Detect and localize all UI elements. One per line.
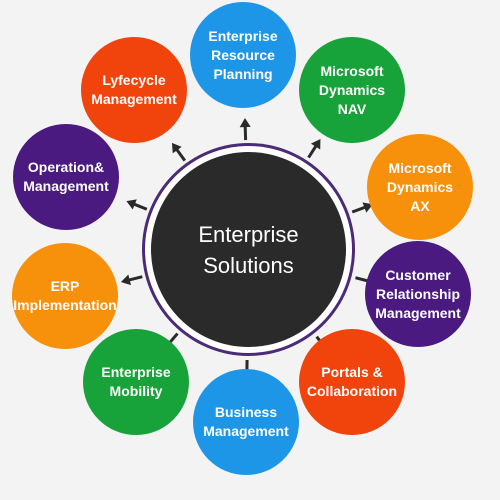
- center-hub: Enterprise Solutions: [151, 152, 346, 347]
- center-title-line-2: Solutions: [203, 252, 294, 278]
- node-label-line: Portals &: [321, 364, 383, 380]
- node-dynamics-ax: Microsoft Dynamics AX: [367, 134, 473, 240]
- node-label-line: Relationship: [375, 285, 460, 302]
- node-label-line: Lyfecycle: [102, 72, 166, 88]
- node-label-line: Microsoft: [320, 62, 384, 79]
- node-label-line: Microsoft: [388, 159, 452, 176]
- node-label-line: Resource: [211, 46, 275, 63]
- node-erp-implementation: ERP Implementation: [12, 243, 118, 349]
- node-label-line: Management: [91, 91, 177, 107]
- node-label-line: Implementation: [13, 297, 117, 313]
- node-operation-management: Operation& Management: [13, 124, 119, 230]
- arrow-dynamics-nav: [307, 139, 321, 159]
- node-dynamics-nav: Microsoft Dynamics NAV: [299, 37, 405, 143]
- node-label-line: Dynamics: [318, 81, 386, 98]
- arrow-erp-implementation: [120, 274, 143, 286]
- node-label-line: Dynamics: [386, 178, 454, 195]
- node-label-line: Management: [375, 304, 461, 321]
- center-title-line-1: Enterprise: [198, 221, 299, 247]
- node-crm: Customer Relationship Management: [365, 241, 471, 347]
- arrow-operation-management: [126, 199, 148, 211]
- node-label-line: Customer: [385, 266, 451, 283]
- node-label-line: Operation&: [27, 159, 105, 175]
- center-circle: Enterprise Solutions: [145, 146, 352, 353]
- node-label-line: NAV: [337, 100, 367, 117]
- node-label-line: AX: [410, 197, 430, 214]
- arrow-erp-planning: [239, 118, 251, 141]
- node-portals-collaboration: Portals & Collaboration: [299, 329, 405, 435]
- node-lifecycle-management: Lyfecycle Management: [81, 37, 187, 143]
- node-label-line: Planning: [213, 65, 273, 82]
- node-erp-planning: Enterprise Resource Planning: [190, 2, 296, 108]
- node-label-line: Enterprise: [208, 27, 278, 44]
- node-enterprise-mobility: Enterprise Mobility: [83, 329, 189, 435]
- node-label-line: ERP: [50, 278, 80, 294]
- node-label-line: Management: [203, 423, 289, 439]
- node-label-line: Mobility: [109, 383, 163, 399]
- arrow-lifecycle-management: [171, 142, 187, 162]
- node-label-line: Business: [214, 404, 278, 420]
- node-label-line: Collaboration: [306, 383, 398, 399]
- node-business-management: Business Management: [193, 369, 299, 475]
- node-label-line: Enterprise: [101, 364, 171, 380]
- node-label-line: Management: [23, 178, 109, 194]
